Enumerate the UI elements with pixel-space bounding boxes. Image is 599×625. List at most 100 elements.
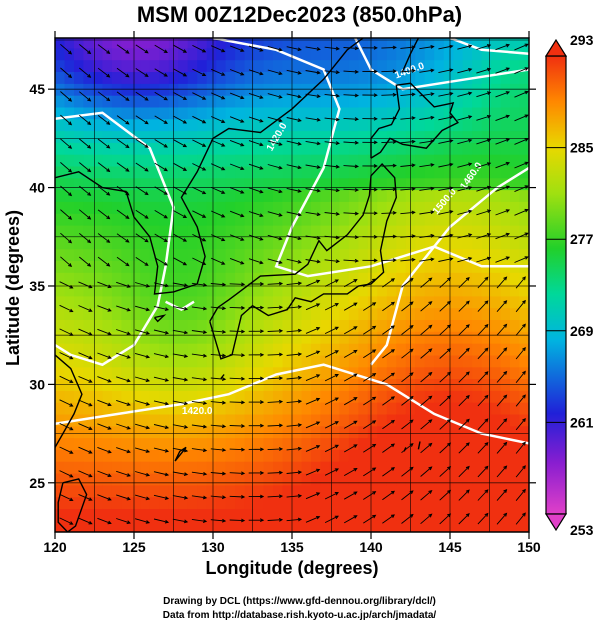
wind-arrow-head bbox=[278, 352, 284, 357]
wind-streamline bbox=[79, 138, 91, 149]
field-cell bbox=[216, 307, 227, 320]
field-cell bbox=[55, 248, 66, 261]
field-cell bbox=[339, 402, 350, 415]
field-cell bbox=[187, 402, 198, 415]
field-cell bbox=[301, 71, 312, 84]
field-cell bbox=[424, 402, 435, 415]
field-cell bbox=[197, 484, 208, 498]
x-tick-label: 150 bbox=[517, 539, 541, 555]
wind-streamline bbox=[153, 471, 169, 476]
wind-arrow-head bbox=[505, 91, 511, 95]
wind-arrow-head bbox=[373, 93, 378, 98]
field-cell bbox=[206, 402, 217, 415]
wind-arrow-head bbox=[202, 471, 208, 476]
field-cell bbox=[140, 295, 151, 309]
wind-streamline bbox=[97, 138, 110, 149]
field-cell bbox=[453, 508, 464, 521]
wind-arrow-head bbox=[522, 347, 526, 352]
wind-arrow-head bbox=[69, 308, 74, 313]
wind-streamline bbox=[229, 425, 245, 427]
field-cell bbox=[510, 38, 521, 49]
wind-arrow-head bbox=[354, 188, 360, 192]
field-cell bbox=[225, 59, 236, 72]
wind-arrow-head bbox=[144, 96, 149, 101]
field-cell bbox=[244, 130, 255, 143]
field-cell bbox=[329, 95, 340, 108]
wind-streamline bbox=[229, 283, 245, 285]
field-cell bbox=[244, 38, 255, 49]
wind-arrow-head bbox=[486, 44, 492, 48]
field-cell bbox=[339, 520, 350, 532]
field-cell bbox=[111, 343, 122, 356]
field-cell bbox=[396, 177, 407, 191]
field-cell bbox=[415, 177, 426, 191]
field-cell bbox=[83, 413, 94, 427]
colorbar-tick-label: 285 bbox=[570, 140, 594, 156]
field-cell bbox=[320, 449, 331, 462]
wind-arrow-head bbox=[335, 188, 340, 193]
wind-streamline bbox=[116, 162, 129, 172]
field-cell bbox=[282, 484, 293, 498]
wind-streamline bbox=[116, 209, 129, 219]
field-cell bbox=[235, 260, 246, 273]
field-cell bbox=[339, 236, 350, 250]
field-cell bbox=[329, 142, 340, 155]
field-cell bbox=[348, 213, 359, 226]
field-cell bbox=[491, 118, 502, 132]
field-cell bbox=[339, 484, 350, 498]
field-cell bbox=[92, 496, 103, 509]
field-cell bbox=[273, 449, 284, 462]
field-cell bbox=[130, 473, 141, 486]
field-cell bbox=[348, 106, 359, 120]
wind-streamline bbox=[382, 325, 395, 335]
wind-arrow-head bbox=[316, 188, 321, 193]
wind-streamline bbox=[477, 300, 489, 312]
wind-arrow-head bbox=[68, 263, 73, 268]
wind-streamline bbox=[343, 373, 357, 382]
field-cell bbox=[216, 189, 227, 202]
field-cell bbox=[453, 47, 464, 61]
field-cell bbox=[453, 413, 464, 427]
field-cell bbox=[377, 106, 388, 120]
field-cell bbox=[292, 366, 303, 380]
wind-streamline bbox=[78, 352, 92, 359]
field-cell bbox=[320, 106, 331, 120]
field-cell bbox=[462, 520, 473, 532]
wind-arrow-head bbox=[430, 210, 435, 215]
field-cell bbox=[159, 165, 170, 179]
wind-streamline bbox=[419, 69, 434, 73]
field-cell bbox=[472, 106, 483, 120]
field-cell bbox=[55, 95, 66, 108]
field-cell bbox=[396, 354, 407, 368]
wind-streamline bbox=[286, 187, 301, 192]
wind-arrow-head bbox=[126, 284, 131, 288]
wind-streamline bbox=[419, 116, 434, 120]
field-cell bbox=[472, 213, 483, 226]
wind-streamline bbox=[305, 117, 320, 121]
field-cell bbox=[386, 390, 397, 403]
field-cell bbox=[292, 473, 303, 486]
field-cell bbox=[329, 236, 340, 250]
field-cell bbox=[339, 496, 350, 509]
wind-arrow-head bbox=[354, 69, 360, 74]
field-cell bbox=[178, 437, 189, 450]
field-cell bbox=[273, 508, 284, 521]
wind-arrow-head bbox=[259, 447, 265, 452]
field-cell bbox=[235, 295, 246, 309]
field-cell bbox=[55, 106, 66, 120]
field-cell bbox=[292, 284, 303, 297]
field-cell bbox=[500, 236, 511, 250]
wind-arrow-head bbox=[392, 116, 397, 121]
field-cell bbox=[339, 354, 350, 368]
wind-streamline bbox=[515, 418, 526, 431]
field-cell bbox=[358, 473, 369, 486]
wind-streamline bbox=[97, 494, 111, 501]
field-cell bbox=[415, 260, 426, 273]
wind-streamline bbox=[286, 93, 301, 98]
wind-arrow-head bbox=[145, 354, 151, 359]
field-cell bbox=[206, 437, 217, 450]
field-cell bbox=[367, 225, 378, 238]
field-cell bbox=[443, 331, 454, 344]
field-cell bbox=[329, 201, 340, 214]
field-cell bbox=[519, 106, 529, 120]
